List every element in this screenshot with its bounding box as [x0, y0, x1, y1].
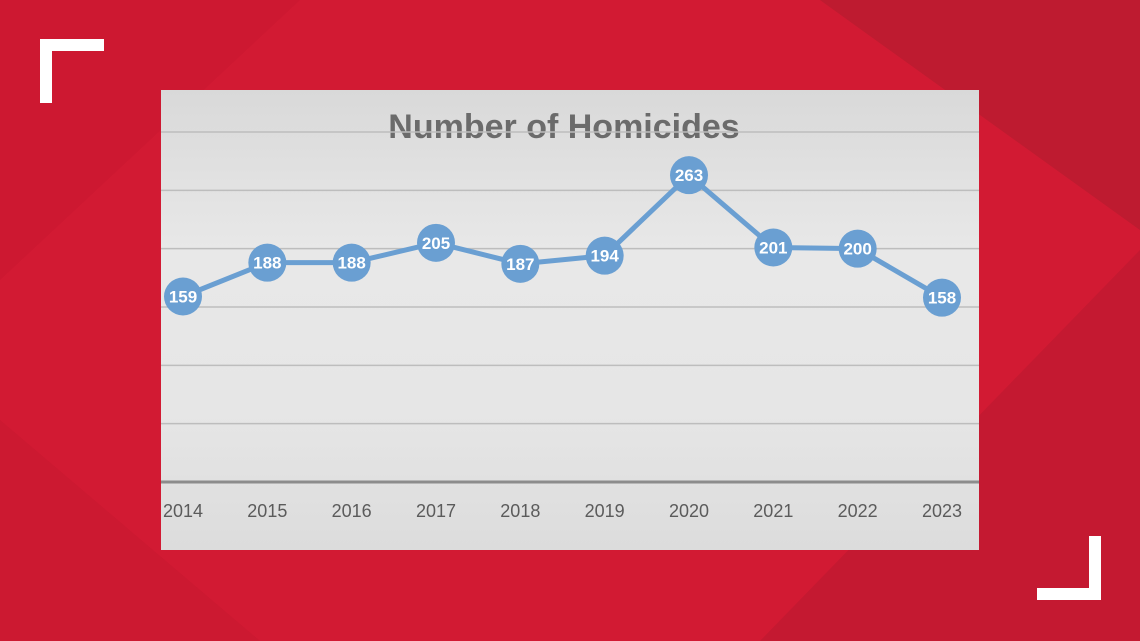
series-line: [182, 172, 944, 300]
data-point: [164, 277, 202, 316]
chart-panel: Number of Homicides 159 188 188 205 187 194 26…: [161, 90, 979, 550]
data-label: 263: [675, 166, 703, 185]
corner-bracket-bottom-right: [1037, 536, 1101, 600]
x-tick-label: 2020: [669, 501, 709, 521]
data-point: [248, 243, 287, 282]
data-label: 159: [169, 288, 197, 307]
x-tick-label: 2014: [163, 501, 203, 521]
data-label: 158: [928, 289, 956, 308]
chart-title: Number of Homicides: [388, 108, 739, 146]
x-tick-label: 2022: [838, 501, 878, 521]
x-tick-label: 2017: [416, 501, 456, 521]
series-line-group: [182, 172, 944, 300]
data-label: 201: [759, 239, 787, 258]
gridlines: [161, 131, 979, 425]
line-chart: Number of Homicides 159 188 188 205 187 194 26…: [161, 108, 979, 521]
data-point: [501, 244, 540, 283]
x-tick-label: 2016: [332, 501, 372, 521]
data-label: 187: [506, 255, 534, 274]
data-point: [838, 229, 877, 268]
data-point: [417, 223, 455, 262]
data-point: [585, 236, 624, 275]
x-tick-label: 2023: [922, 501, 962, 521]
data-label: 188: [337, 254, 365, 273]
x-tick-label: 2019: [585, 501, 625, 521]
x-tick-label: 2015: [247, 501, 287, 521]
data-label: 188: [253, 254, 281, 273]
data-label: 205: [422, 234, 450, 253]
x-tick-labels: 2014 2015 2016 2017 2018 2019 2020 2021 2022 2023: [163, 501, 962, 521]
data-point: [670, 156, 708, 195]
corner-bracket-top-left: [40, 39, 104, 103]
x-tick-label: 2018: [500, 501, 540, 521]
data-label: 194: [590, 247, 619, 266]
data-point: [754, 228, 793, 267]
data-label: 200: [843, 240, 871, 259]
data-points: 159 188 188 205 187 194 263 201 200 158: [164, 156, 961, 317]
data-point: [332, 243, 371, 282]
x-tick-label: 2021: [753, 501, 793, 521]
data-point: [923, 278, 961, 317]
